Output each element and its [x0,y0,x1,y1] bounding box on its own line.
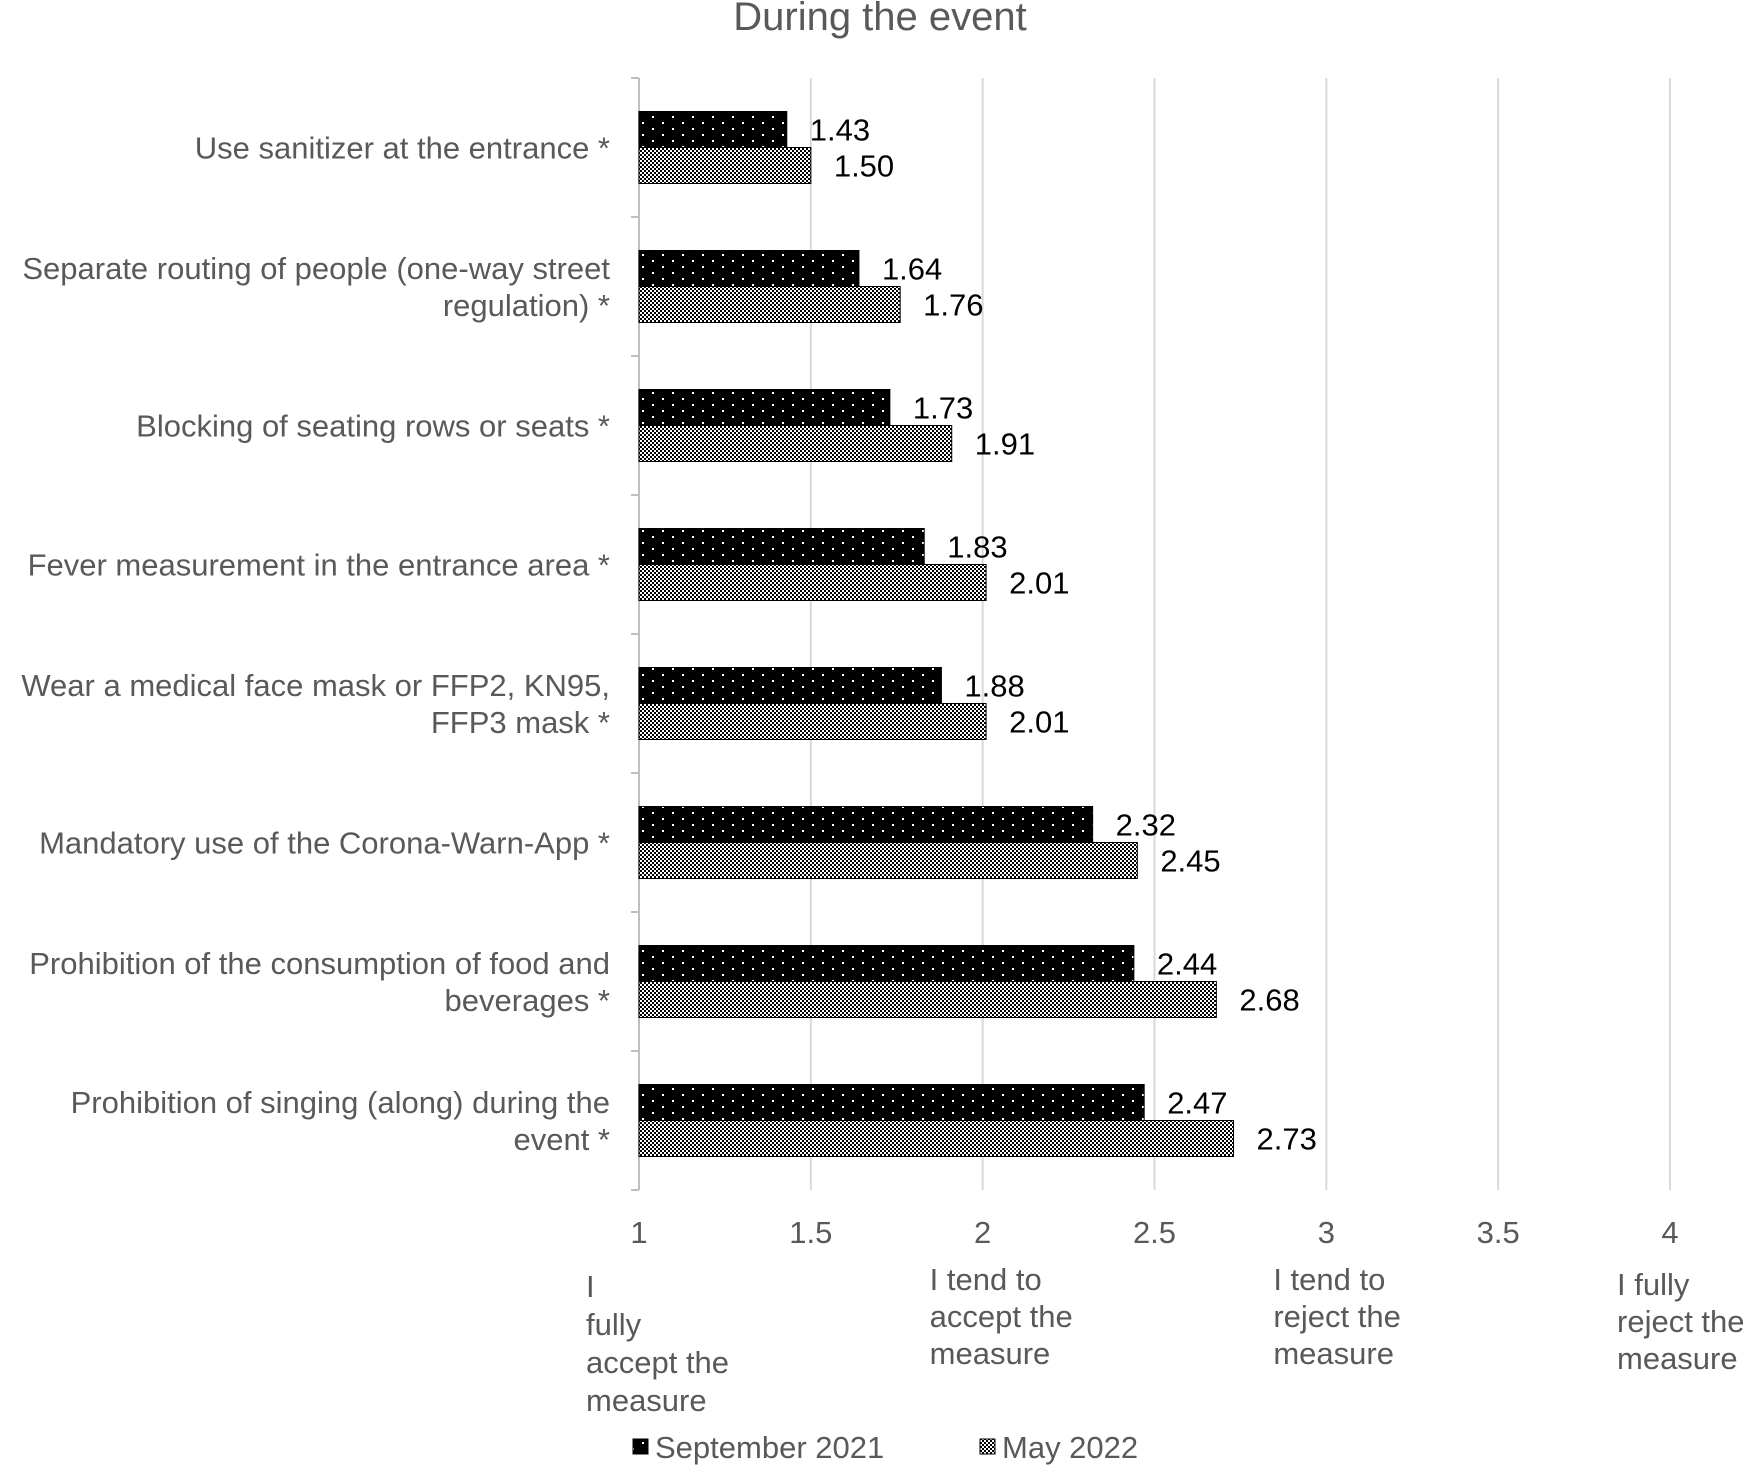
bar-sep-2021 [638,528,925,565]
bar-sep-2021 [638,250,860,287]
bar-sep-2021 [638,667,942,704]
category-label: beverages * [445,983,610,1018]
bar-may-2022 [638,842,1138,879]
x-tick-label: 1 [630,1215,647,1250]
chart-title: During the event [733,0,1027,39]
scale-label: measure [1273,1336,1394,1371]
data-label: 1.43 [810,113,870,148]
bar-sep-2021 [638,945,1135,982]
gridlines [809,78,1671,1190]
legend-label: September 2021 [655,1430,884,1465]
bar-sep-2021 [638,806,1094,843]
x-tick-label: 2.5 [1133,1215,1176,1250]
category-label: Use sanitizer at the entrance * [195,131,610,166]
category-label: Prohibition of the consumption of food a… [29,946,610,981]
category-labels: Use sanitizer at the entrance * Separate … [21,131,610,1158]
category-label: Prohibition of singing (along) during th… [71,1085,610,1120]
scale-label: measure [586,1383,707,1418]
bars [638,111,1235,1157]
data-label: 2.01 [1009,566,1069,601]
legend-label: May 2022 [1002,1430,1138,1465]
data-labels: 1.431.501.641.761.731.911.832.011.882.01… [810,113,1317,1157]
data-label: 1.83 [947,530,1007,565]
scale-label: reject the [1617,1304,1745,1339]
bar-sep-2021 [638,111,788,148]
data-label: 1.91 [975,427,1035,462]
scale-label: measure [930,1336,1051,1371]
scale-label: I [586,1269,595,1304]
bar-may-2022 [638,286,901,323]
scale-label: accept the [930,1299,1073,1334]
scale-label: I tend to [930,1262,1042,1297]
bar-may-2022 [638,147,812,184]
bar-may-2022 [638,425,953,462]
bar-sep-2021 [638,389,891,426]
bar-may-2022 [638,564,987,601]
data-label: 2.32 [1116,808,1176,843]
data-label: 1.50 [834,149,894,184]
data-label: 1.88 [964,669,1024,704]
category-label: regulation) * [443,288,610,323]
bar-sep-2021 [638,1084,1145,1121]
category-label: Fever measurement in the entrance area * [28,548,610,583]
scale-label: fully [586,1307,642,1342]
data-label: 2.44 [1157,947,1217,982]
x-tick-label: 4 [1661,1215,1678,1250]
category-label: Mandatory use of the Corona-Warn-App * [39,826,610,861]
category-label: Separate routing of people (one-way stre… [22,251,610,286]
x-tick-label: 2 [974,1215,991,1250]
data-label: 2.47 [1167,1086,1227,1121]
x-tick-label: 3 [1318,1215,1335,1250]
data-label: 2.01 [1009,705,1069,740]
scale-label: accept the [586,1345,729,1380]
scale-label: measure [1617,1341,1738,1376]
legend-swatch [979,1438,996,1455]
bar-may-2022 [638,703,987,740]
data-label: 1.64 [882,252,942,287]
category-label: Wear a medical face mask or FFP2, KN95, [21,668,610,703]
category-label: event * [513,1122,610,1157]
scale-label: I tend to [1273,1262,1385,1297]
category-label: FFP3 mask * [431,705,610,740]
data-label: 2.68 [1239,983,1299,1018]
category-axis [631,77,640,1191]
legend-swatch [632,1438,649,1455]
data-label: 1.76 [923,288,983,323]
data-label: 1.73 [913,391,973,426]
scale-label: I fully [1617,1267,1690,1302]
scale-label: reject the [1273,1299,1401,1334]
data-label: 2.73 [1257,1122,1317,1157]
x-tick-label: 1.5 [789,1215,832,1250]
x-tick-labels: 1 1.5 2 2.5 3 3.5 4 [630,1215,1678,1250]
bar-may-2022 [638,1120,1235,1157]
x-tick-label: 3.5 [1477,1215,1520,1250]
category-label: Blocking of seating rows or seats * [136,409,610,444]
bar-may-2022 [638,981,1217,1018]
legend: September 2021 May 2022 [632,1430,1138,1465]
data-label: 2.45 [1160,844,1220,879]
